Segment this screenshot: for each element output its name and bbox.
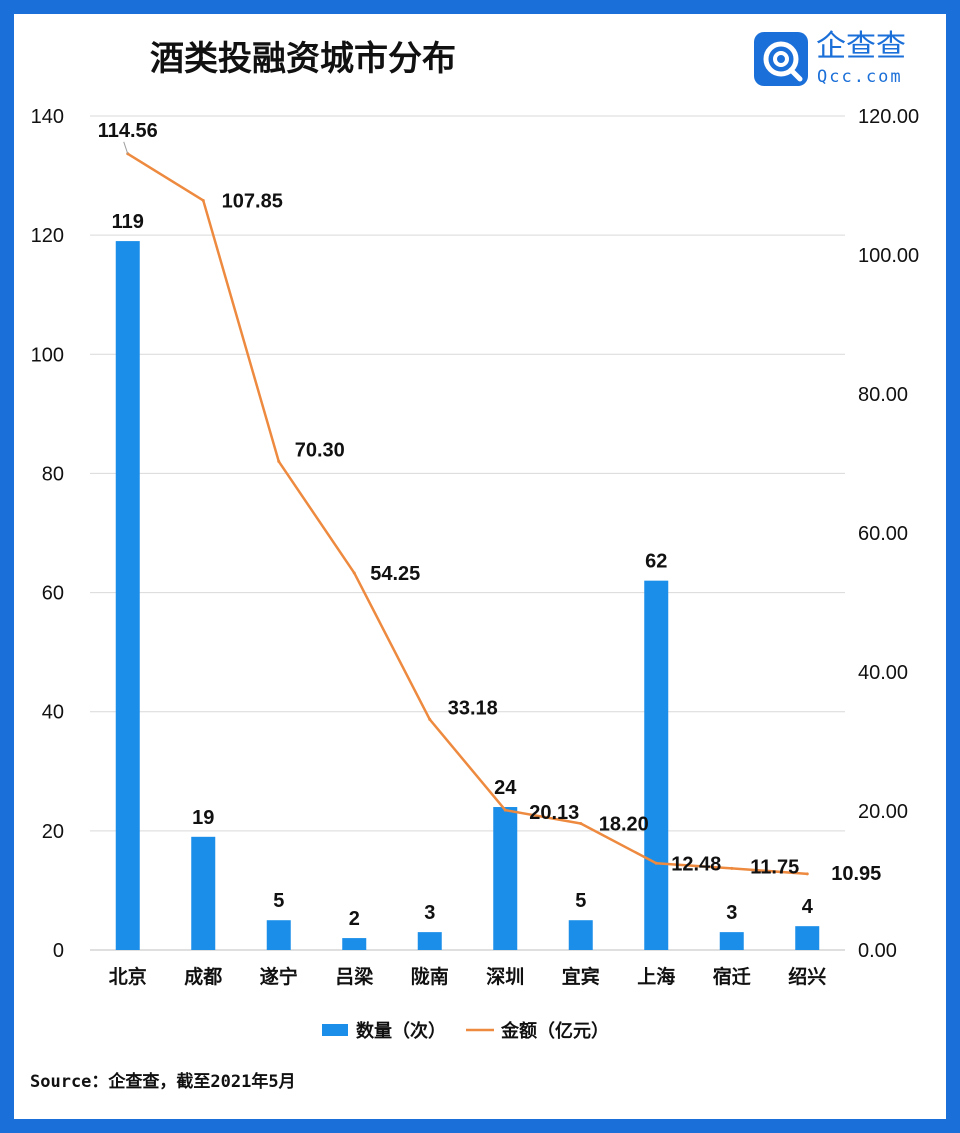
line-value-label: 33.18 <box>448 697 498 719</box>
bar-value-label: 5 <box>575 890 586 912</box>
category-axis: 北京 成都 遂宁 吕梁 陇南 深圳 宜宾 上海 宿迁 绍兴 <box>109 965 827 988</box>
bar <box>719 932 744 950</box>
chart-title: 酒类投融资城市分布 <box>150 39 456 79</box>
bar <box>493 807 518 950</box>
bar-value-label: 5 <box>273 890 284 912</box>
line-value-label: 70.30 <box>295 439 345 461</box>
category-label: 绍兴 <box>788 965 826 988</box>
category-label: 成都 <box>184 965 222 988</box>
qcc-logo-core <box>773 51 789 67</box>
right-tick-label: 80.00 <box>858 384 908 406</box>
line-point <box>730 866 734 870</box>
line-value-label: 20.13 <box>529 802 579 824</box>
bar-value-label: 19 <box>192 807 214 829</box>
line-value-label: 10.95 <box>831 863 881 885</box>
right-tick-label: 20.00 <box>858 801 908 823</box>
line-point <box>579 822 583 826</box>
qcc-logo-ring <box>763 41 799 77</box>
line-point <box>201 198 205 202</box>
category-label: 吕梁 <box>335 965 374 988</box>
category-label: 上海 <box>637 965 675 988</box>
bar-value-label: 24 <box>494 777 517 799</box>
right-tick-label: 120.00 <box>858 106 919 128</box>
line-value-label: 12.48 <box>671 853 721 875</box>
line-point <box>654 861 658 865</box>
line-point <box>277 459 281 463</box>
line-value-label: 54.25 <box>370 563 420 585</box>
gridlines <box>90 115 845 951</box>
bar <box>266 920 291 950</box>
bar <box>191 836 216 950</box>
left-tick-label: 60 <box>42 583 64 605</box>
qcc-logo-handle <box>788 67 803 82</box>
data-labels: 119 19 5 2 3 24 5 62 3 4 114.56 107.85 70.30 54.25 33.… <box>98 120 882 930</box>
left-axis: 0 20 40 60 80 100 120 140 <box>31 106 64 962</box>
line-value-label: 107.85 <box>222 190 283 212</box>
bar <box>795 926 820 950</box>
brand-name-en: Qcc.com <box>817 67 903 87</box>
left-tick-label: 40 <box>42 702 64 724</box>
category-label: 宜宾 <box>562 965 600 988</box>
legend-bar-label: 数量（次） <box>356 1020 446 1042</box>
category-label: 遂宁 <box>260 965 298 988</box>
bar-value-label: 62 <box>645 551 667 573</box>
line-value-label: 11.75 <box>750 856 799 878</box>
bar-series <box>115 241 820 951</box>
bar-value-label: 3 <box>424 902 435 924</box>
right-tick-label: 0.00 <box>858 940 897 962</box>
bar <box>342 938 367 950</box>
line-value-label: 114.56 <box>98 120 158 142</box>
left-tick-label: 140 <box>31 106 64 128</box>
left-tick-label: 20 <box>42 821 64 843</box>
right-tick-label: 60.00 <box>858 523 908 545</box>
line-point <box>428 717 432 721</box>
legend-bar-swatch <box>322 1024 348 1036</box>
bar <box>417 932 442 950</box>
bar-value-label: 3 <box>726 902 737 924</box>
bar-value-label: 4 <box>802 896 814 918</box>
legend: 数量（次） 金额（亿元） <box>322 1020 609 1042</box>
label-leader-line <box>123 141 129 154</box>
left-tick-label: 80 <box>42 463 64 485</box>
bar <box>115 241 140 951</box>
line-point <box>352 571 356 575</box>
category-label: 深圳 <box>486 965 524 988</box>
left-tick-label: 100 <box>31 344 64 366</box>
bar-value-label: 119 <box>112 211 144 233</box>
line-point <box>503 808 507 812</box>
brand-logo: 企查查 Qcc.com <box>754 29 906 87</box>
right-axis: 0.00 20.00 40.00 60.00 80.00 100.00 120.00 <box>858 106 919 962</box>
category-label: 北京 <box>109 965 147 988</box>
line-value-label: 18.20 <box>599 814 649 836</box>
source-note: Source：企查查，截至2021年5月 <box>30 1071 296 1092</box>
left-tick-label: 120 <box>31 225 64 247</box>
bar-value-label: 2 <box>349 908 360 930</box>
legend-line-label: 金额（亿元） <box>500 1020 609 1042</box>
line-path <box>127 152 808 876</box>
line-series <box>126 152 809 876</box>
category-label: 宿迁 <box>713 965 751 988</box>
bar <box>644 580 669 950</box>
category-label: 陇南 <box>411 965 449 988</box>
bar <box>568 920 593 950</box>
left-tick-label: 0 <box>53 940 64 962</box>
right-tick-label: 40.00 <box>858 662 908 684</box>
line-point <box>805 872 809 876</box>
brand-name-cn: 企查查 <box>816 29 906 64</box>
right-tick-label: 100.00 <box>858 245 919 267</box>
